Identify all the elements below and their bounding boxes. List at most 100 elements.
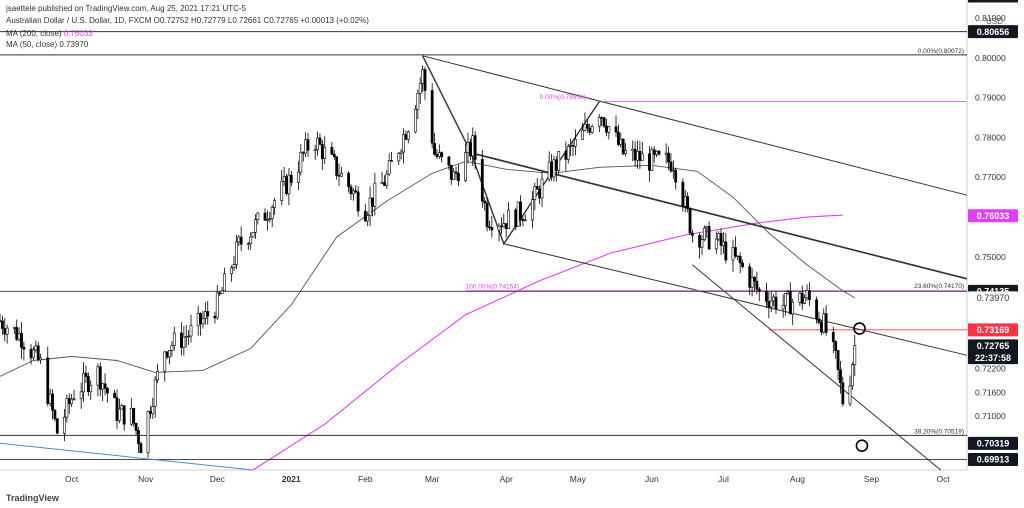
candle-body	[256, 212, 260, 220]
candle-body	[115, 397, 119, 421]
price-badge-label: 0.73169	[977, 325, 1010, 335]
candle-body	[117, 408, 121, 421]
trendline	[422, 55, 968, 196]
candle-body	[636, 151, 639, 161]
candle-body	[765, 290, 768, 302]
candle-body	[12, 327, 16, 329]
candle-body	[669, 161, 673, 172]
candle-body	[590, 126, 594, 133]
candle-body	[84, 372, 88, 377]
x-tick-label: Dec	[210, 474, 226, 484]
candle-body	[516, 201, 520, 227]
candle-body	[180, 332, 183, 348]
candle-body	[134, 423, 138, 431]
fib-labels: 0.00%(0.80072) 0.00%(0.78908) 23.60%(0.741…	[466, 48, 964, 436]
price-badge	[968, 339, 1018, 353]
candle-body	[519, 201, 522, 220]
candle-body	[667, 152, 670, 163]
candle-body	[184, 336, 188, 338]
x-tick-label: Nov	[138, 474, 154, 484]
candle-body	[285, 176, 288, 195]
candle-body	[251, 231, 255, 238]
candle-body	[120, 405, 124, 410]
candle-body	[15, 327, 19, 340]
candle-body	[402, 134, 405, 153]
candle-body	[585, 123, 589, 129]
candle-body	[137, 430, 140, 444]
candle-body	[215, 292, 219, 319]
annotation-circle	[853, 322, 866, 335]
candle-body	[741, 262, 744, 267]
candle-body	[437, 152, 441, 157]
candle-body	[819, 322, 823, 333]
candle-body	[750, 277, 754, 288]
candle-body	[581, 129, 584, 140]
candle-body	[48, 393, 52, 404]
candle-body	[168, 350, 171, 358]
candle-body	[299, 152, 303, 173]
ma200-legend-label: MA (200, close)	[6, 29, 62, 38]
candle-body	[557, 151, 561, 171]
candle-body	[602, 117, 606, 127]
candle-body	[815, 299, 818, 320]
candle-body	[433, 142, 436, 155]
candle-body	[196, 312, 200, 327]
candle-body	[464, 152, 467, 182]
candle-body	[600, 117, 604, 119]
candle-body	[836, 350, 840, 370]
candle-body	[55, 418, 59, 434]
candle-body	[172, 332, 176, 346]
y-tick-label: 0.80000	[975, 53, 1006, 63]
candle-body	[320, 144, 324, 160]
candle-body	[724, 241, 728, 261]
candle-body	[151, 406, 155, 414]
candle-body	[51, 393, 54, 411]
candle-body	[550, 161, 553, 178]
candle-body	[540, 178, 544, 199]
candle-body	[67, 398, 71, 405]
candle-body	[122, 405, 126, 425]
candle-body	[266, 219, 269, 221]
candle-body	[282, 176, 286, 182]
candle-body	[0, 320, 2, 322]
candle-body	[468, 141, 472, 157]
price-badge	[968, 209, 1018, 223]
candle-body	[380, 182, 384, 184]
candle-body	[36, 345, 40, 361]
candle-body	[831, 332, 835, 342]
candle-body	[153, 379, 157, 408]
candle-body	[681, 181, 685, 207]
candle-body	[767, 301, 771, 308]
candle-body	[98, 366, 102, 390]
candle-body	[139, 443, 143, 454]
candle-body	[808, 290, 811, 300]
candle-body	[798, 292, 802, 303]
candle-body	[633, 148, 637, 161]
candle-body	[79, 391, 83, 399]
candle-body	[165, 351, 169, 358]
candle-body	[29, 348, 33, 359]
candle-body	[748, 266, 752, 288]
x-tick-label: May	[570, 474, 587, 484]
candle-body	[170, 345, 174, 351]
candle-body	[201, 318, 205, 325]
candle-body	[163, 351, 167, 372]
candle-body	[246, 243, 250, 245]
candle-body	[387, 160, 391, 175]
candle-body	[287, 174, 291, 195]
price-badge	[968, 351, 1018, 365]
fib-label: 0.00%(0.78908)	[540, 94, 586, 101]
candle-body	[263, 212, 267, 221]
candle-body	[449, 164, 453, 180]
candle-body	[254, 219, 257, 233]
quote-currency-label: USD	[986, 17, 1003, 26]
tradingview-logo[interactable]: TradingView	[6, 493, 59, 503]
candle-body	[63, 416, 66, 434]
candle-body	[399, 151, 403, 154]
candle-body	[390, 160, 393, 162]
price-badge-label: 22:37:58	[975, 353, 1011, 363]
candle-body	[772, 296, 776, 302]
x-tick-label: Apr	[500, 474, 513, 484]
